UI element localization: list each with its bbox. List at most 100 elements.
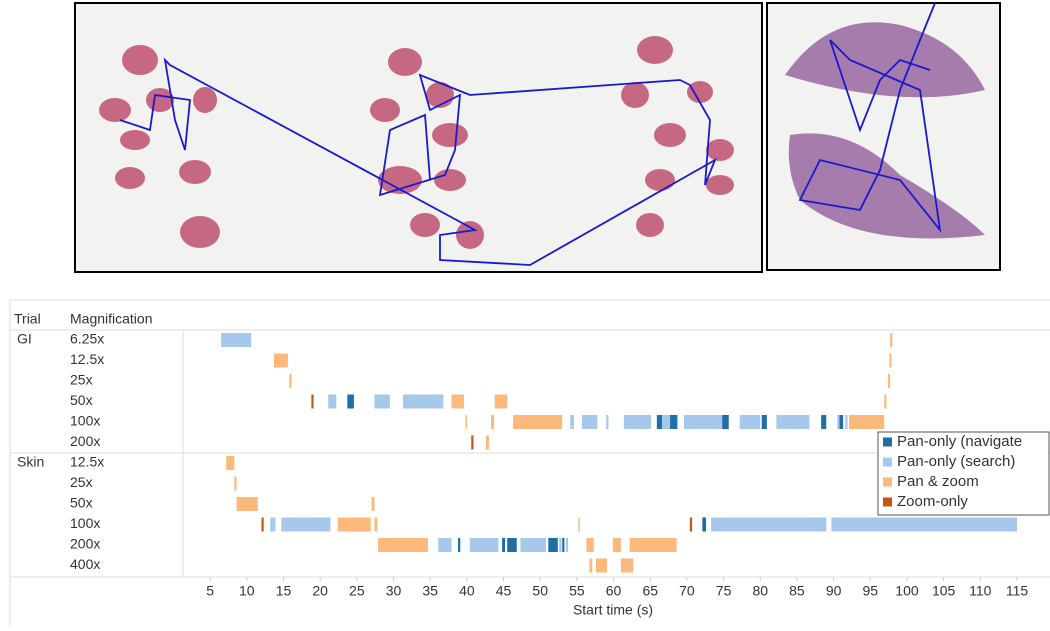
legend-swatch — [883, 477, 892, 487]
segment — [226, 456, 235, 470]
segment — [586, 538, 594, 552]
segment — [403, 394, 444, 409]
segment — [261, 517, 264, 532]
legend-label: Pan & zoom — [897, 473, 979, 490]
segment — [578, 517, 580, 532]
legend-label: Pan-only (navigate — [897, 433, 1022, 450]
segment — [520, 538, 547, 552]
x-tick-label: 100 — [895, 583, 919, 599]
magnification-label: 50x — [70, 495, 93, 511]
magnification-label: 400x — [70, 556, 100, 572]
x-tick-label: 80 — [752, 583, 768, 599]
x-tick-label: 95 — [863, 583, 879, 599]
segment — [739, 415, 761, 429]
x-tick-label: 70 — [679, 583, 695, 599]
x-tick-label: 40 — [459, 583, 475, 599]
segment — [683, 415, 723, 429]
segment — [656, 415, 662, 429]
x-tick-label: 65 — [642, 583, 658, 599]
magnification-label: 6.25x — [70, 331, 104, 347]
segment — [328, 394, 337, 409]
x-axis-title: Start time (s) — [573, 602, 653, 618]
segment — [670, 415, 678, 429]
segment — [702, 517, 706, 532]
x-tick-label: 75 — [716, 583, 732, 599]
magnification-label: 200x — [70, 536, 100, 552]
magnification-label: 25x — [70, 474, 93, 490]
segment — [469, 538, 499, 552]
legend-swatch — [883, 497, 892, 507]
segment — [236, 497, 258, 511]
segment — [661, 415, 671, 429]
segment — [595, 558, 607, 573]
segment — [378, 538, 428, 552]
segment — [562, 538, 565, 552]
segment — [502, 538, 506, 552]
magnification-label: 200x — [70, 433, 100, 449]
skin-tissue-top — [785, 22, 985, 98]
segment — [513, 415, 563, 429]
x-tick-label: 30 — [386, 583, 402, 599]
x-tick-label: 25 — [349, 583, 365, 599]
segment — [623, 415, 651, 429]
segment — [337, 517, 371, 532]
column-header: Magnification — [70, 311, 153, 327]
segment — [629, 538, 677, 552]
magnification-label: 100x — [70, 413, 100, 429]
segment — [831, 517, 1017, 532]
x-tick-label: 10 — [239, 583, 255, 599]
segment — [347, 394, 354, 409]
x-tick-label: 35 — [422, 583, 438, 599]
segment — [485, 435, 489, 450]
x-tick-label: 20 — [312, 583, 328, 599]
segment — [887, 374, 891, 388]
segment — [273, 353, 288, 368]
segment — [711, 517, 827, 532]
gi-tissue — [99, 36, 734, 249]
segment — [374, 394, 390, 409]
segment — [761, 415, 767, 429]
segment — [589, 558, 593, 573]
x-tick-label: 85 — [789, 583, 805, 599]
segment — [582, 415, 598, 429]
magnification-label: 50x — [70, 392, 93, 408]
segment — [270, 517, 276, 532]
x-tick-label: 45 — [496, 583, 512, 599]
segment — [281, 517, 331, 532]
skin-gaze-path — [798, 2, 942, 234]
trial-label: Skin — [17, 454, 44, 470]
magnification-label: 12.5x — [70, 454, 104, 470]
x-tick-label: 60 — [606, 583, 622, 599]
segment — [722, 415, 729, 429]
magnification-label: 100x — [70, 515, 100, 531]
x-tick-label: 50 — [532, 583, 548, 599]
segment — [494, 394, 508, 409]
x-tick-label: 90 — [826, 583, 842, 599]
segment — [839, 415, 844, 429]
legend-swatch — [883, 437, 892, 447]
segment — [620, 558, 634, 573]
slide-images — [74, 2, 1001, 273]
segment — [451, 394, 464, 409]
x-tick-label: 115 — [1006, 583, 1029, 599]
x-tick-label: 15 — [276, 583, 292, 599]
legend-label: Zoom-only — [897, 493, 968, 510]
x-tick-label: 5 — [206, 583, 214, 599]
segment — [458, 538, 461, 552]
segment — [776, 415, 810, 429]
legend-box — [877, 431, 1050, 516]
segment — [689, 517, 693, 532]
magnification-label: 12.5x — [70, 351, 104, 367]
column-header: Trial — [14, 311, 41, 327]
legend-swatch — [883, 457, 892, 467]
magnification-label: 25x — [70, 372, 93, 388]
segment — [289, 374, 292, 388]
timeline-chart: Trial Magnification Start time (s) — [9, 299, 1050, 626]
segment — [465, 415, 467, 429]
skin-tissue-bottom — [788, 133, 985, 239]
segment — [221, 333, 252, 347]
segment — [570, 415, 574, 429]
segment — [565, 538, 569, 552]
segment — [837, 415, 840, 429]
